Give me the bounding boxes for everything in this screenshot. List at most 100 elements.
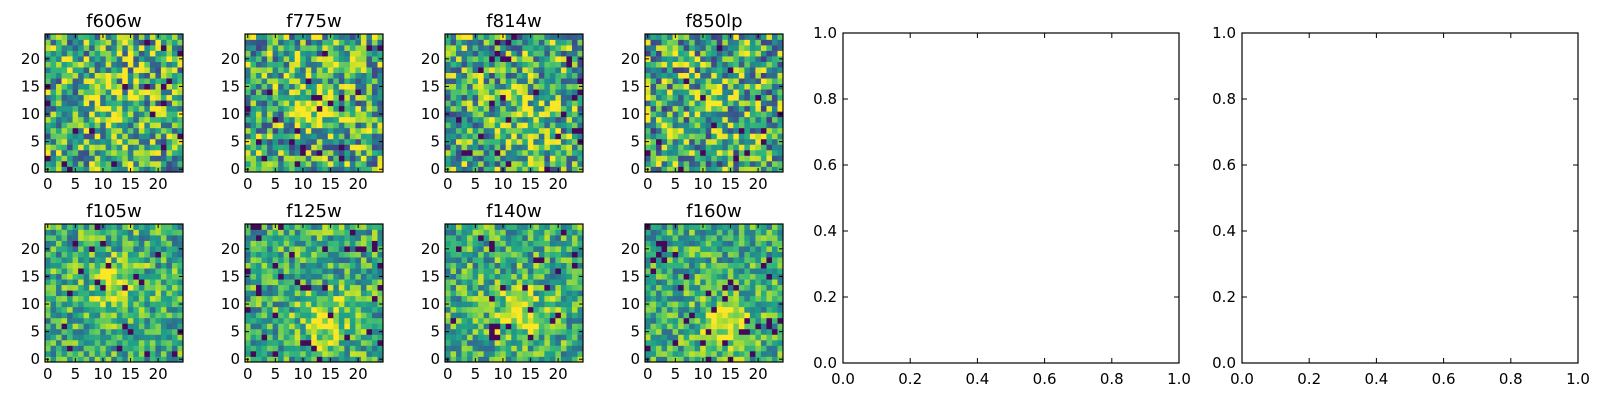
pixel [283,246,290,252]
pixel [678,149,684,156]
pixel [283,155,290,162]
pixel [177,72,184,79]
pixel [333,235,340,241]
pixel [744,94,751,101]
pixel [500,257,507,263]
pixel [766,339,773,346]
pixel [333,127,340,134]
pixel [149,284,156,291]
pixel [360,94,367,101]
pixel [766,100,773,107]
pixel [45,127,51,134]
pixel [349,89,356,96]
pixel [327,295,334,302]
pixel [155,61,162,68]
pixel [500,116,507,123]
pixel [366,45,373,51]
pixel [245,61,251,68]
pixel [667,111,673,118]
pixel [144,323,151,330]
pixel [305,356,312,363]
pixel [278,94,284,101]
pixel [560,72,567,79]
pixel [100,334,107,341]
pixel [683,160,690,167]
pixel [78,72,84,79]
pixel [500,295,507,302]
pixel [366,350,373,357]
pixel [766,279,773,286]
pixel [72,284,79,291]
pixel [560,334,567,341]
pixel [267,72,273,79]
pixel [344,268,351,275]
pixel [755,94,762,101]
pixel [777,105,784,112]
pixel [771,149,778,156]
pixel [467,251,473,258]
pixel [371,350,378,357]
pixel [45,240,51,247]
pixel [116,229,123,236]
pixel [527,251,534,258]
pixel [656,149,662,156]
pixel [771,111,778,118]
pixel [344,61,351,68]
pixel [766,301,773,308]
pixel [516,334,523,341]
pixel [171,149,178,156]
pixel [366,72,373,79]
pixel [250,235,257,241]
pixel [549,149,556,156]
pixel [245,127,251,134]
pixel [50,317,57,324]
pixel [760,328,767,335]
pixel [366,284,373,291]
pixel [494,317,501,324]
pixel [522,50,529,57]
pixel [689,72,696,79]
pixel [116,133,123,140]
pixel [50,155,57,162]
pixel [766,122,773,129]
pixel [83,160,90,167]
pixel [300,67,307,73]
pixel [116,339,123,346]
pixel [727,301,734,308]
pixel [749,67,756,73]
pixel [456,133,462,140]
pixel [483,100,490,107]
pixel [461,251,468,258]
pixel [94,251,101,258]
pixel [678,328,684,335]
pixel [138,34,145,40]
pixel [327,350,334,357]
pixel [116,116,123,123]
pixel [322,323,329,330]
pixel [527,257,534,263]
pixel [738,301,745,308]
pixel [155,262,162,269]
pixel [100,111,107,118]
pixel [289,122,296,129]
pixel [727,290,734,297]
pixel [538,61,545,68]
pixel [338,334,345,341]
pixel [272,229,279,236]
pixel [316,122,323,129]
pixel [489,45,496,51]
pixel [171,251,178,258]
pixel [56,251,62,258]
pixel [522,78,529,85]
pixel [149,149,156,156]
pixel [571,127,578,134]
pixel [256,89,262,96]
pixel [89,312,96,319]
pixel [727,295,734,302]
pixel [771,34,778,40]
pixel [461,312,468,319]
pixel [472,89,479,96]
pixel [294,133,301,140]
pixel [516,240,523,247]
pixel [360,45,367,51]
